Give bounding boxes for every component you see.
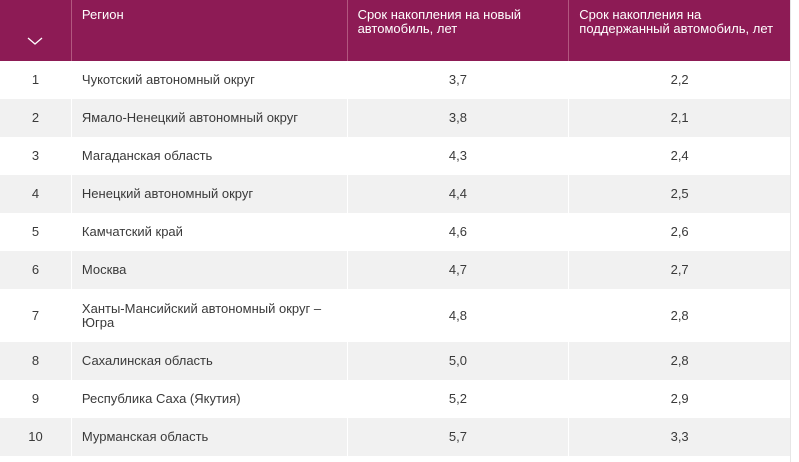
row-new-car: 3,8 [348,99,570,137]
row-new-car: 5,0 [348,342,570,380]
table-row: 4 Ненецкий автономный округ 4,4 2,5 [0,175,790,213]
chevron-down-icon[interactable] [27,36,43,46]
table-row: 3 Магаданская область 4,3 2,4 [0,137,790,175]
row-region: Магаданская область [72,137,348,175]
sort-toggle[interactable] [0,0,72,61]
row-new-car: 4,7 [348,251,570,289]
row-region: Чукотский автономный округ [72,61,348,99]
header-used-car[interactable]: Срок накопления на поддержанный автомоби… [579,7,774,36]
row-region: Ханты-Мансийский автономный округ – Югра [72,289,348,342]
row-number: 4 [0,175,72,213]
row-number: 3 [0,137,72,175]
row-number: 9 [0,380,72,418]
header-new-car[interactable]: Срок накопления на новый автомобиль, лет [348,0,570,61]
table-row: 1 Чукотский автономный округ 3,7 2,2 [0,61,790,99]
row-region: Ненецкий автономный округ [72,175,348,213]
row-number: 7 [0,289,72,342]
row-number: 6 [0,251,72,289]
row-new-car: 3,7 [348,61,570,99]
row-region: Камчатский край [72,213,348,251]
table-row: 7 Ханты-Мансийский автономный округ – Юг… [0,289,790,342]
table-row: 10 Мурманская область 5,7 3,3 [0,418,790,456]
row-region: Республика Саха (Якутия) [72,380,348,418]
row-used-car: 2,5 [670,186,689,201]
row-new-car: 5,7 [348,418,570,456]
row-number: 8 [0,342,72,380]
row-new-car: 4,4 [348,175,570,213]
row-region: Мурманская область [72,418,348,456]
row-used-car: 2,1 [670,110,689,125]
table-row: 6 Москва 4,7 2,7 [0,251,790,289]
row-used-car: 2,8 [670,307,689,323]
table-row: 2 Ямало-Ненецкий автономный округ 3,8 2,… [0,99,790,137]
row-used-car: 2,4 [670,148,689,163]
row-used-car: 3,3 [670,429,689,444]
row-new-car: 4,8 [348,289,570,342]
row-region: Ямало-Ненецкий автономный округ [72,99,348,137]
row-new-car: 5,2 [348,380,570,418]
row-number: 5 [0,213,72,251]
row-number: 2 [0,99,72,137]
table-row: 5 Камчатский край 4,6 2,6 [0,213,790,251]
row-new-car: 4,3 [348,137,570,175]
row-used-car: 2,6 [670,224,689,239]
row-number: 10 [0,418,72,456]
row-used-car: 2,2 [670,72,689,87]
table-row: 9 Республика Саха (Якутия) 5,2 2,9 [0,380,790,418]
table-row: 8 Сахалинская область 5,0 2,8 [0,342,790,380]
row-used-car: 2,9 [670,391,689,406]
table-header: Регион Срок накопления на новый автомоби… [0,0,790,61]
row-used-car: 2,8 [670,353,689,368]
row-used-car: 2,7 [670,262,689,277]
header-region[interactable]: Регион [72,0,348,61]
row-region: Москва [72,251,348,289]
row-number: 1 [0,61,72,99]
row-new-car: 4,6 [348,213,570,251]
row-region: Сахалинская область [72,342,348,380]
